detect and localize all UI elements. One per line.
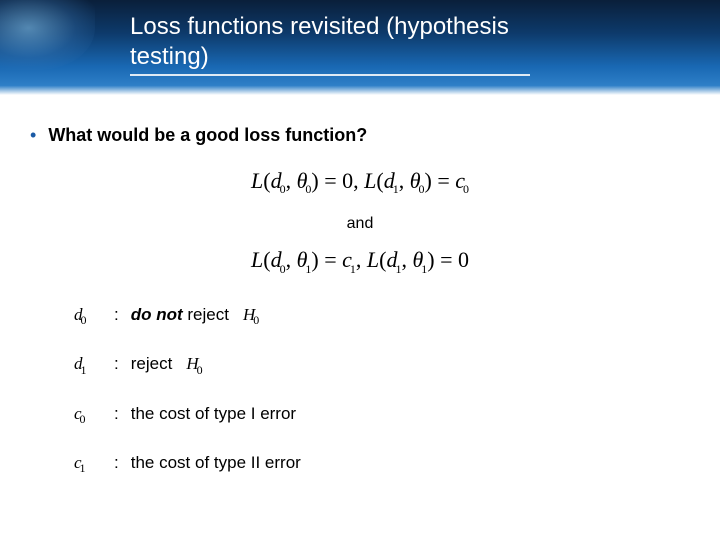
def-symbol: c1 [74, 453, 104, 476]
def-text: reject [131, 354, 173, 374]
def-colon: : [114, 354, 119, 374]
def-colon: : [114, 453, 119, 473]
bullet-text: What would be a good loss function? [48, 125, 367, 146]
definitions-list: d0 : do not reject H0 d1 : reject H0 c0 … [74, 305, 690, 477]
slide-title: Loss functions revisited (hypothesis tes… [130, 12, 509, 72]
title-line-1: Loss functions revisited (hypothesis [130, 12, 509, 42]
def-text: the cost of type I error [131, 404, 296, 424]
def-symbol: c0 [74, 404, 104, 427]
def-text: the cost of type II error [131, 453, 301, 473]
bullet-marker: • [30, 125, 36, 146]
title-line-2: testing) [130, 42, 509, 72]
def-tail-symbol: H0 [186, 354, 202, 377]
slide-content: • What would be a good loss function? L(… [0, 95, 720, 476]
def-text: do not reject [131, 305, 229, 325]
definition-row: c1 : the cost of type II error [74, 453, 690, 476]
equation-line-1: L(d0, θ0) = 0, L(d1, θ0) = c0 [30, 168, 690, 197]
def-symbol: d0 [74, 305, 104, 328]
bullet-item: • What would be a good loss function? [30, 125, 690, 146]
def-tail-symbol: H0 [243, 305, 259, 328]
definition-row: d1 : reject H0 [74, 354, 690, 377]
def-symbol: d1 [74, 354, 104, 377]
definition-row: d0 : do not reject H0 [74, 305, 690, 328]
equation-line-2: L(d0, θ1) = c1, L(d1, θ1) = 0 [30, 247, 690, 276]
and-connector: and [30, 215, 690, 233]
def-colon: : [114, 305, 119, 325]
slide-header: Loss functions revisited (hypothesis tes… [0, 0, 720, 95]
title-underline [130, 74, 530, 76]
header-decoration [0, 0, 95, 70]
definition-row: c0 : the cost of type I error [74, 404, 690, 427]
def-colon: : [114, 404, 119, 424]
